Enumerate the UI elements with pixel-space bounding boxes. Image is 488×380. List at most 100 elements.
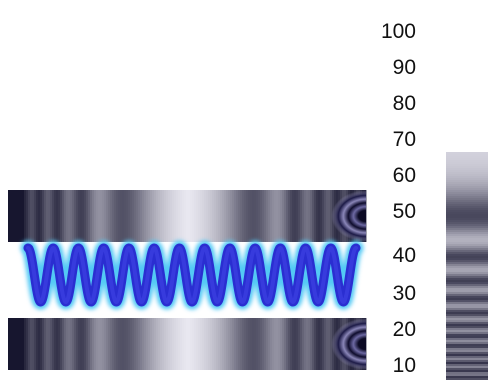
scale-bar-band bbox=[446, 228, 488, 231]
scale-bar-band bbox=[446, 224, 488, 227]
strip-fringe bbox=[224, 190, 227, 242]
strip-fringe bbox=[216, 318, 219, 370]
scale-bar-band bbox=[446, 318, 488, 321]
scale-bar-band bbox=[446, 268, 488, 271]
strip-fringe bbox=[202, 318, 205, 370]
upper-pattern-strip bbox=[8, 190, 367, 242]
strip-fringe bbox=[206, 190, 209, 242]
strip-fringe bbox=[166, 318, 169, 370]
scale-bar-band bbox=[446, 258, 488, 261]
strip-fringe bbox=[210, 318, 213, 370]
scale-bar-band bbox=[446, 176, 488, 179]
strip-fringe bbox=[98, 190, 101, 242]
strip-fringe bbox=[82, 190, 85, 242]
scale-bar-band bbox=[446, 348, 488, 351]
strip-fringe bbox=[120, 190, 123, 242]
scale-bar-band bbox=[446, 212, 488, 215]
strip-fringe bbox=[134, 190, 137, 242]
strip-fringe bbox=[122, 318, 125, 370]
strip-fringe bbox=[72, 318, 75, 370]
strip-fringe bbox=[26, 190, 29, 242]
strip-fringe bbox=[158, 318, 161, 370]
strip-fringe bbox=[66, 318, 69, 370]
strip-fringe bbox=[104, 318, 107, 370]
scale-bar-band bbox=[446, 162, 488, 165]
strip-fringe bbox=[56, 190, 59, 242]
strip-fringe bbox=[108, 190, 111, 242]
strip-fringe bbox=[182, 318, 185, 370]
strip-fringe bbox=[278, 190, 281, 242]
strip-fringe bbox=[76, 190, 79, 242]
scale-bar-band bbox=[446, 334, 488, 337]
scale-bar-band bbox=[446, 160, 488, 163]
strip-fringe bbox=[164, 190, 167, 242]
strip-fringe bbox=[78, 318, 81, 370]
strip-fringe bbox=[62, 318, 65, 370]
strip-fringe bbox=[90, 318, 93, 370]
strip-fringe bbox=[284, 318, 287, 370]
strip-fringe bbox=[196, 318, 199, 370]
scale-bar-band bbox=[446, 322, 488, 325]
strip-fringe bbox=[220, 318, 223, 370]
strip-fringe bbox=[68, 318, 71, 370]
strip-fringe bbox=[238, 190, 241, 242]
strip-fringe bbox=[166, 190, 169, 242]
strip-left-edge bbox=[8, 190, 24, 242]
strip-fringe bbox=[250, 318, 253, 370]
scale-bar-band bbox=[446, 216, 488, 219]
strip-fringe bbox=[122, 190, 125, 242]
strip-fringe bbox=[110, 318, 113, 370]
scale-bar-band bbox=[446, 286, 488, 289]
strip-fringe bbox=[292, 318, 295, 370]
strip-fringe bbox=[264, 318, 267, 370]
strip-fringe bbox=[134, 318, 137, 370]
strip-fringe bbox=[100, 190, 103, 242]
scale-bar-band bbox=[446, 274, 488, 277]
strip-fringe bbox=[32, 318, 35, 370]
strip-fringe bbox=[226, 318, 229, 370]
strip-fringe bbox=[214, 318, 217, 370]
strip-fringe bbox=[208, 190, 211, 242]
strip-fringe bbox=[192, 318, 195, 370]
strip-fringe bbox=[212, 318, 215, 370]
scale-bar-band bbox=[446, 376, 488, 379]
strip-fringe bbox=[242, 190, 245, 242]
scale-bar-band bbox=[446, 152, 488, 155]
scale-label-10: 10 bbox=[393, 354, 416, 377]
strip-fringe bbox=[52, 318, 55, 370]
scale-bar-band bbox=[446, 354, 488, 357]
scale-label-90: 90 bbox=[393, 56, 416, 79]
strip-fringe bbox=[232, 190, 235, 242]
strip-fringe bbox=[92, 190, 95, 242]
strip-fringe bbox=[158, 190, 161, 242]
color-scale-bar bbox=[446, 152, 488, 380]
scale-bar-band bbox=[446, 252, 488, 255]
strip-fringe bbox=[282, 190, 285, 242]
strip-fringe bbox=[286, 190, 289, 242]
strip-fringe bbox=[270, 318, 273, 370]
scale-bar-band bbox=[446, 186, 488, 189]
strip-fringe bbox=[260, 318, 263, 370]
strip-fringe bbox=[184, 190, 187, 242]
strip-fringe bbox=[52, 190, 55, 242]
strip-fringe bbox=[290, 318, 293, 370]
scale-bar-band bbox=[446, 292, 488, 295]
strip-fringe bbox=[118, 190, 121, 242]
strip-fringe bbox=[142, 318, 145, 370]
scale-bar-band bbox=[446, 242, 488, 245]
strip-fringe bbox=[262, 318, 265, 370]
scale-bar-band bbox=[446, 260, 488, 263]
scale-bar-band bbox=[446, 300, 488, 303]
strip-fringe bbox=[32, 190, 35, 242]
strip-fringe bbox=[184, 318, 187, 370]
strip-fringe bbox=[194, 190, 197, 242]
scale-bar-band bbox=[446, 172, 488, 175]
scale-bar-band bbox=[446, 174, 488, 177]
strip-fringe bbox=[242, 318, 245, 370]
strip-fringe bbox=[64, 318, 67, 370]
strip-fringe bbox=[194, 318, 197, 370]
strip-fringe bbox=[86, 190, 89, 242]
scale-bar-band bbox=[446, 264, 488, 267]
scale-bar-band bbox=[446, 324, 488, 327]
strip-fringe bbox=[98, 318, 101, 370]
